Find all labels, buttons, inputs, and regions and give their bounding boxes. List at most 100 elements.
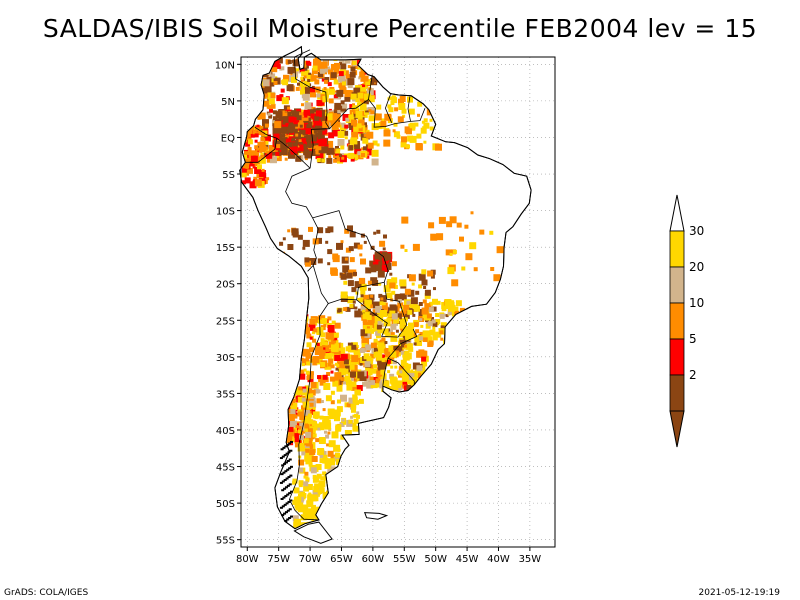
percentile-cell: [305, 417, 312, 423]
percentile-cell: [346, 272, 353, 279]
percentile-cell: [321, 138, 327, 145]
percentile-cell: [349, 127, 353, 130]
percentile-cell: [290, 402, 298, 410]
percentile-shading: [241, 57, 504, 529]
percentile-cell: [343, 464, 347, 468]
percentile-cell: [288, 136, 292, 140]
percentile-cell: [309, 134, 317, 142]
percentile-cell: [331, 507, 338, 514]
x-tick-label: 55W: [393, 554, 416, 565]
percentile-cell: [332, 380, 339, 387]
colorbar-segment: [669, 338, 685, 376]
percentile-cell: [304, 124, 309, 129]
percentile-cell: [312, 356, 320, 363]
percentile-cell: [300, 357, 304, 361]
percentile-cell: [365, 364, 372, 371]
y-tick-label: 10N: [215, 60, 235, 71]
percentile-cell: [464, 224, 469, 229]
percentile-cell: [247, 147, 252, 151]
percentile-cell: [360, 87, 367, 94]
percentile-cell: [245, 141, 251, 147]
percentile-cell: [452, 249, 457, 254]
percentile-cell: [343, 381, 346, 385]
percentile-cell: [322, 457, 329, 464]
coastline: [239, 45, 532, 530]
percentile-cell: [431, 319, 436, 324]
percentile-cell: [383, 347, 387, 351]
percentile-cell: [352, 457, 360, 465]
percentile-cell: [319, 353, 326, 359]
percentile-cell: [298, 386, 303, 391]
percentile-cell: [394, 293, 402, 301]
percentile-cell: [332, 129, 340, 137]
percentile-cell: [370, 342, 377, 349]
percentile-cell: [378, 261, 383, 266]
percentile-cell: [250, 133, 255, 138]
percentile-cell: [244, 137, 251, 144]
percentile-cell: [414, 122, 419, 127]
percentile-cell: [313, 423, 321, 431]
percentile-cell: [328, 440, 336, 448]
percentile-cell: [359, 462, 366, 469]
percentile-cell: [306, 484, 313, 490]
percentile-cell: [307, 79, 311, 82]
percentile-cell: [401, 374, 409, 382]
x-axis-ticks: 80W 75W 70W 65W 60W 55W 50W 45W 40W 35W: [236, 547, 541, 565]
percentile-cell: [327, 450, 334, 457]
percentile-cell: [320, 338, 325, 343]
percentile-cell: [335, 148, 341, 154]
percentile-cell: [306, 440, 313, 447]
percentile-cell: [307, 494, 315, 502]
percentile-cell: [375, 378, 381, 384]
percentile-cell: [383, 234, 387, 239]
percentile-cell: [323, 383, 331, 390]
percentile-cell: [299, 147, 304, 152]
percentile-cell: [340, 394, 347, 402]
percentile-cell: [303, 327, 310, 335]
percentile-cell: [250, 155, 258, 163]
percentile-cell: [326, 497, 334, 505]
percentile-cell: [272, 110, 277, 115]
percentile-cell: [266, 150, 270, 154]
percentile-cell: [333, 336, 338, 341]
percentile-cell: [371, 158, 379, 166]
percentile-cell: [379, 240, 386, 247]
percentile-cell: [397, 116, 404, 123]
percentile-cell: [404, 288, 411, 295]
percentile-cell: [358, 119, 365, 126]
percentile-cell: [260, 152, 264, 156]
percentile-cell: [367, 370, 373, 376]
percentile-cell: [325, 240, 329, 244]
fjord-fragment: [286, 518, 290, 521]
percentile-cell: [241, 167, 247, 173]
percentile-cell: [326, 372, 331, 376]
percentile-cell: [298, 467, 304, 473]
percentile-cell: [330, 400, 335, 405]
percentile-cell: [306, 361, 311, 366]
percentile-cell: [340, 273, 347, 280]
percentile-cell: [358, 473, 363, 478]
percentile-cell: [332, 253, 339, 260]
percentile-cell: [396, 350, 400, 354]
percentile-cell: [352, 398, 358, 404]
percentile-cell: [446, 221, 453, 228]
percentile-cell: [282, 133, 286, 137]
percentile-cell: [348, 114, 354, 120]
percentile-cell: [350, 157, 355, 162]
percentile-cell: [309, 516, 314, 521]
percentile-cell: [461, 266, 466, 271]
percentile-cell: [380, 373, 387, 380]
percentile-cell: [330, 364, 335, 369]
tierra-del-fuego: [293, 521, 333, 544]
percentile-cell: [318, 480, 326, 488]
percentile-cell: [317, 375, 321, 380]
percentile-cell: [350, 93, 357, 100]
percentile-cell: [313, 328, 318, 333]
percentile-cell: [336, 406, 343, 413]
percentile-cell: [421, 269, 427, 275]
percentile-cell: [292, 73, 296, 77]
percentile-cell: [322, 95, 329, 102]
percentile-cell: [319, 379, 326, 386]
percentile-cell: [267, 105, 272, 110]
percentile-cell: [427, 321, 433, 327]
